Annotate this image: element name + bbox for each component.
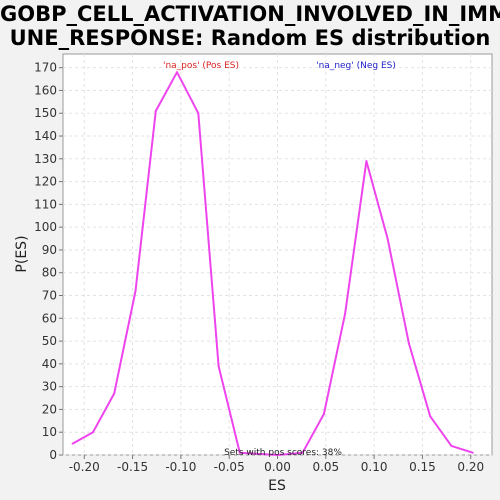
data-point <box>407 342 410 345</box>
y-tick-label: 130 <box>34 152 57 166</box>
x-tick-label: 0.20 <box>457 460 484 474</box>
x-tick-label: -0.05 <box>214 460 245 474</box>
y-axis-title: P(ES) <box>14 235 30 272</box>
data-point <box>450 444 453 447</box>
y-tick-label: 110 <box>34 197 57 211</box>
x-axis-title: ES <box>268 478 286 494</box>
y-tick-label: 70 <box>42 289 57 303</box>
data-point <box>238 451 241 454</box>
x-tick-label: -0.20 <box>69 460 100 474</box>
data-point <box>113 392 116 395</box>
y-tick-label: 10 <box>42 425 57 439</box>
grid-lines <box>63 54 492 456</box>
x-tick-label: -0.10 <box>165 460 196 474</box>
legend-entry-neg: 'na_neg' (Neg ES) <box>316 61 396 71</box>
y-tick-label: 20 <box>42 402 57 416</box>
x-tick-label: 0.05 <box>312 460 339 474</box>
data-point <box>301 451 304 454</box>
pos-score-annotation: Sets with pos scores: 38% <box>224 448 342 458</box>
y-tick-label: 150 <box>34 106 57 120</box>
legend-entry-pos: 'na_pos' (Pos ES) <box>163 61 239 71</box>
y-tick-label: 100 <box>34 220 57 234</box>
data-point <box>176 71 179 74</box>
y-tick-label: 0 <box>49 448 57 462</box>
x-tick-label: -0.15 <box>117 460 148 474</box>
data-point <box>386 237 389 240</box>
chart-title: GOBP_CELL_ACTIVATION_INVOLVED_IN_IMM UNE… <box>0 2 500 50</box>
data-point <box>276 454 279 456</box>
series-layer <box>71 71 474 456</box>
y-tick-label: 160 <box>34 83 57 97</box>
x-tick-label: 0.10 <box>361 460 388 474</box>
y-tick-label: 120 <box>34 175 57 189</box>
data-point <box>154 109 157 112</box>
x-tick-label: 0.15 <box>409 460 436 474</box>
data-point <box>71 442 74 445</box>
data-point <box>322 412 325 415</box>
data-point <box>429 415 432 418</box>
y-tick-label: 40 <box>42 357 57 371</box>
y-tick-label: 170 <box>34 61 57 75</box>
data-point <box>344 312 347 315</box>
y-tick-label: 50 <box>42 334 57 348</box>
y-tick-label: 140 <box>34 129 57 143</box>
y-tick-label: 80 <box>42 266 57 280</box>
y-tick-label: 60 <box>42 311 57 325</box>
data-point <box>365 160 368 163</box>
data-point <box>217 365 220 368</box>
y-tick-label: 90 <box>42 243 57 257</box>
chart-title-line-1: GOBP_CELL_ACTIVATION_INVOLVED_IN_IMM <box>0 2 500 26</box>
chart-title-line-2: UNE_RESPONSE: Random ES distribution <box>9 26 491 50</box>
y-tick-label: 30 <box>42 380 57 394</box>
axes: 0 10 20 30 40 50 60 70 80 90 100 110 120 130 140 150 160… <box>34 61 484 474</box>
data-point <box>197 112 200 115</box>
data-point <box>91 431 94 434</box>
data-point <box>134 289 137 292</box>
x-tick-label: 0.00 <box>264 460 291 474</box>
data-point <box>471 451 474 454</box>
